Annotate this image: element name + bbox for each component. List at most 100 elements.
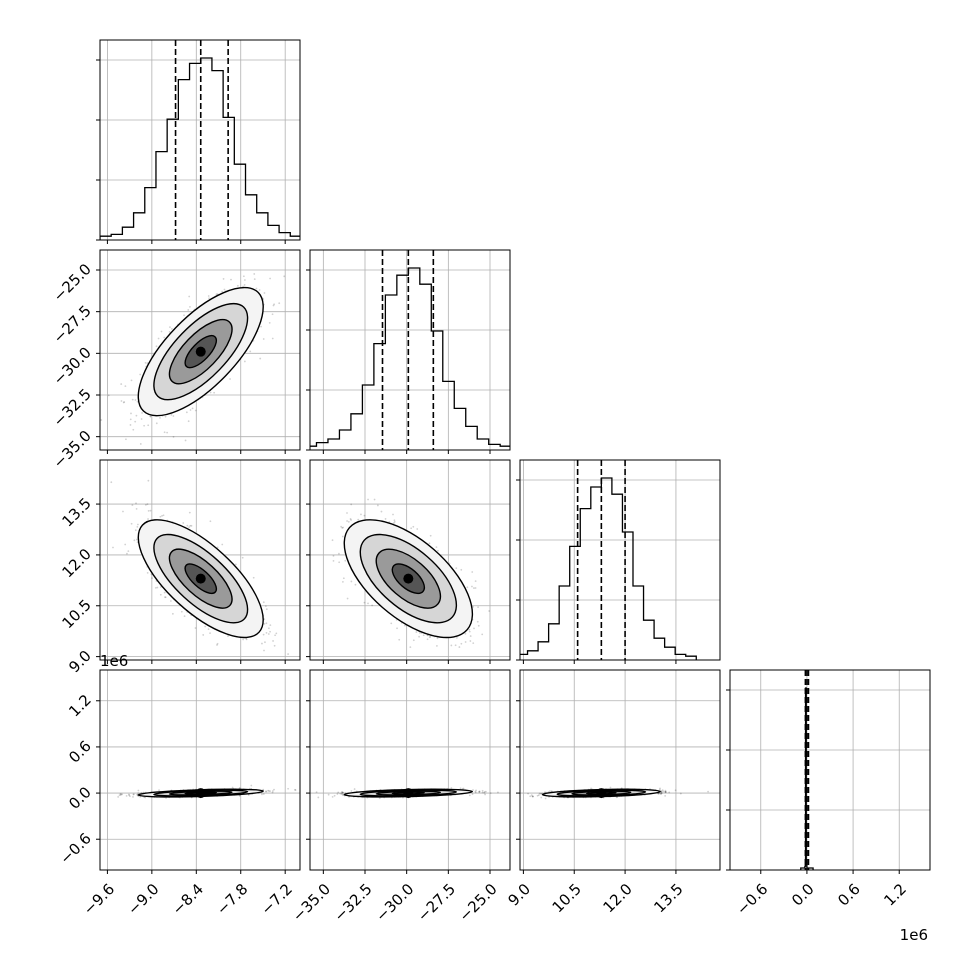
sample-point [357, 518, 360, 521]
sample-point [332, 559, 335, 562]
sample-point [147, 509, 150, 512]
sample-point [264, 641, 266, 644]
sample-point [268, 321, 271, 324]
sample-point [180, 610, 183, 613]
sample-point [168, 330, 171, 333]
sample-point [183, 314, 185, 317]
sample-point [380, 510, 383, 513]
sample-point [149, 415, 152, 418]
sample-point [229, 378, 231, 380]
sample-point [271, 337, 274, 340]
sample-point [121, 793, 124, 796]
panel-0-0 [96, 39, 301, 244]
y-tick-label: −25.0 [50, 260, 95, 305]
sample-point [146, 571, 149, 574]
sample-point [346, 597, 349, 600]
sample-point [243, 360, 246, 363]
sample-point [468, 630, 471, 633]
sample-point [265, 622, 268, 625]
y-tick-label: 13.5 [58, 494, 94, 530]
sample-point [164, 596, 167, 599]
sample-point [410, 527, 413, 530]
sample-point [124, 543, 127, 546]
sample-point [182, 522, 185, 524]
sample-point [189, 524, 192, 527]
sample-point [160, 330, 163, 333]
sample-point [347, 520, 350, 523]
sample-point [363, 514, 366, 517]
sample-point [209, 391, 212, 394]
sample-point [243, 284, 246, 286]
sample-point [259, 357, 262, 360]
sample-point [272, 304, 275, 307]
sample-point [130, 412, 132, 415]
sample-point [191, 407, 194, 410]
sample-point [120, 383, 123, 385]
panel-2-1 [306, 459, 511, 664]
sample-point [275, 666, 277, 668]
sample-point [283, 275, 286, 278]
sample-point [164, 415, 167, 418]
sample-point [207, 628, 210, 631]
sample-point [258, 289, 261, 291]
sample-point [149, 509, 152, 512]
sample-point [194, 627, 197, 629]
sample-point [367, 498, 369, 501]
density-peak [195, 573, 206, 584]
sample-point [468, 628, 471, 631]
sample-point [147, 518, 149, 520]
sample-point [392, 522, 395, 524]
sample-point [474, 587, 477, 589]
sample-point [469, 640, 472, 642]
sample-point [392, 513, 394, 516]
sample-point [278, 302, 281, 305]
sample-point [338, 552, 340, 555]
sample-point [202, 634, 205, 636]
sample-point [455, 636, 458, 639]
sample-point [135, 414, 138, 417]
sample-point [469, 635, 472, 637]
sample-point [123, 401, 126, 403]
sample-point [169, 600, 172, 602]
sample-point [208, 297, 210, 300]
sample-point [294, 788, 296, 791]
sample-point [265, 631, 268, 634]
sample-point [186, 524, 189, 527]
sample-point [460, 568, 463, 571]
sample-point [169, 326, 171, 329]
sample-point [136, 526, 139, 528]
sample-point [262, 338, 265, 340]
sample-point [139, 373, 142, 376]
sample-point [155, 345, 158, 348]
sample-point [346, 512, 348, 514]
sample-point [146, 362, 149, 365]
sample-point [166, 431, 169, 434]
sample-point [189, 305, 191, 308]
panel-frame [99, 39, 301, 241]
sample-point [429, 635, 432, 638]
sample-point [120, 400, 123, 402]
sample-point [107, 394, 110, 397]
sample-point [209, 520, 212, 523]
sample-point [263, 649, 265, 652]
sample-point [428, 542, 431, 545]
y-tick-label: −30.0 [50, 343, 95, 388]
sample-point [234, 563, 237, 566]
sample-point [133, 539, 136, 542]
sample-point [273, 644, 276, 647]
panel-2-2 [516, 459, 721, 664]
sample-point [134, 420, 137, 423]
sample-point [194, 409, 197, 412]
sample-point [471, 585, 473, 588]
y-tick-label: −32.5 [50, 385, 95, 430]
sample-point [147, 424, 150, 427]
sample-point [170, 413, 173, 416]
sample-point [128, 794, 131, 797]
sample-point [350, 519, 352, 521]
sample-point [477, 624, 480, 627]
sample-point [221, 290, 224, 293]
sample-point [135, 507, 138, 510]
sample-point [162, 514, 165, 517]
sample-point [112, 546, 114, 549]
